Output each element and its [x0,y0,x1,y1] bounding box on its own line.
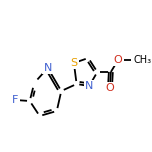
Text: N: N [85,81,93,91]
Text: O: O [106,83,114,93]
Text: F: F [12,95,19,105]
Text: S: S [70,58,78,68]
Text: O: O [114,55,122,65]
Text: N: N [44,63,52,73]
Text: CH₃: CH₃ [133,55,152,65]
